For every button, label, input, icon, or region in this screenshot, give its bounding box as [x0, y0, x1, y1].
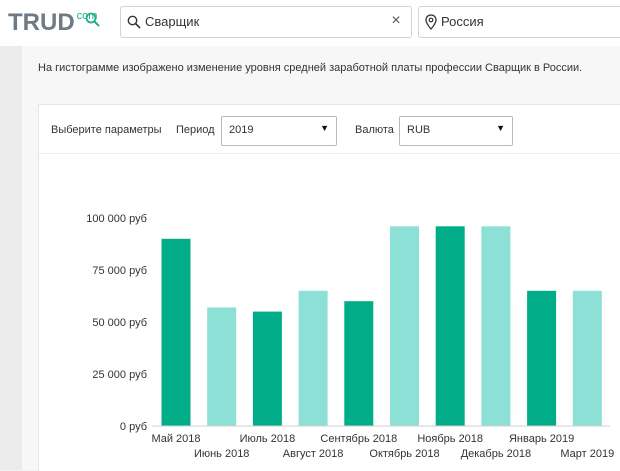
search-icon: [127, 15, 141, 29]
logo-magnifier-icon: [85, 12, 100, 27]
currency-label: Валюта: [355, 124, 394, 136]
site-header: TRUD com ×: [0, 0, 620, 46]
location-input[interactable]: [441, 7, 620, 35]
period-select[interactable]: 2019 ▼: [221, 116, 337, 146]
chart-description: На гистограмме изображено изменение уров…: [38, 62, 583, 74]
left-sidebar-strip: [0, 46, 22, 470]
location-field[interactable]: [418, 6, 620, 38]
period-select-value: 2019: [229, 124, 254, 136]
parameters-row: Выберите параметры Период 2019 ▼ Валюта …: [39, 105, 620, 154]
salary-chart-panel: Выберите параметры Период 2019 ▼ Валюта …: [38, 104, 620, 471]
logo-text: TRUD: [8, 9, 75, 36]
parameters-title: Выберите параметры: [51, 124, 162, 136]
chevron-down-icon: ▼: [320, 123, 329, 133]
trud-logo[interactable]: TRUD com: [8, 8, 100, 38]
clear-search-icon[interactable]: ×: [391, 12, 401, 29]
period-label: Период: [176, 124, 215, 136]
search-input[interactable]: [145, 7, 385, 35]
currency-select[interactable]: RUB ▼: [399, 116, 513, 146]
search-field[interactable]: ×: [120, 6, 412, 38]
location-pin-icon: [425, 14, 437, 30]
chevron-down-icon: ▼: [496, 123, 505, 133]
currency-select-value: RUB: [407, 124, 431, 136]
